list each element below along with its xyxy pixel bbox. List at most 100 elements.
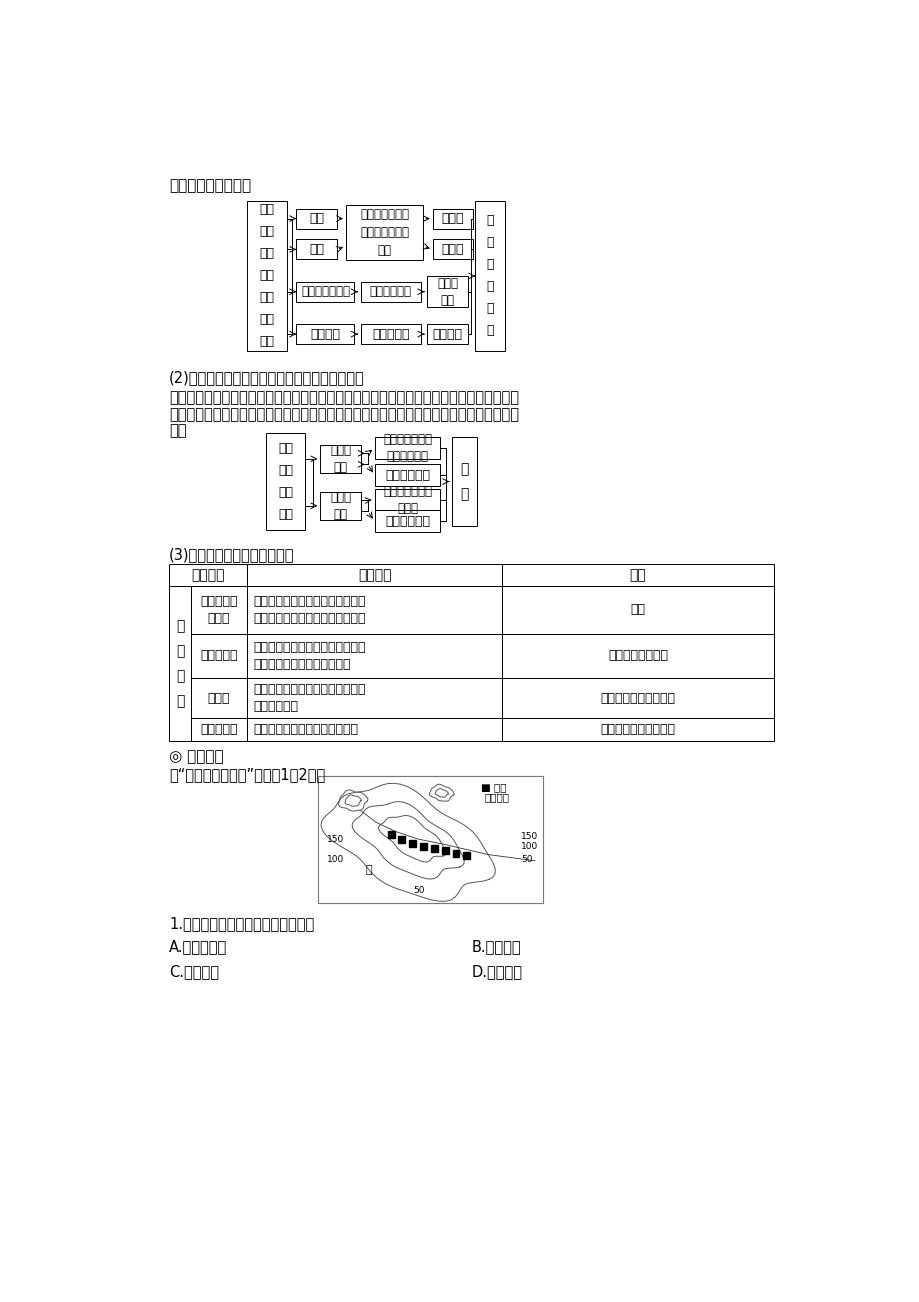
FancyBboxPatch shape bbox=[346, 204, 423, 260]
Text: 条带状
星状: 条带状 星状 bbox=[437, 277, 458, 307]
Text: 河口处: 河口处 bbox=[208, 691, 230, 704]
Text: 1.图示村落的空间形态属于（　　）: 1.图示村落的空间形态属于（ ） bbox=[169, 917, 314, 931]
FancyBboxPatch shape bbox=[426, 276, 467, 307]
Bar bbox=[409, 840, 415, 846]
Text: 动聚落空间形态的变化和发展，同时，某种交通线的衰落也会影响聚落空间形态的演变。如: 动聚落空间形态的变化和发展，同时，某种交通线的衰落也会影响聚落空间形态的演变。如 bbox=[169, 408, 518, 422]
Text: 甲: 甲 bbox=[365, 865, 371, 875]
Text: 宜宾、重庆、武汉: 宜宾、重庆、武汉 bbox=[607, 650, 667, 663]
FancyBboxPatch shape bbox=[502, 719, 773, 741]
Text: 150: 150 bbox=[520, 832, 538, 841]
FancyBboxPatch shape bbox=[320, 492, 360, 519]
FancyBboxPatch shape bbox=[374, 510, 440, 533]
FancyBboxPatch shape bbox=[246, 719, 502, 741]
Text: 聚
落: 聚 落 bbox=[460, 462, 468, 501]
Text: ◎ 跳踪训练: ◎ 跳踪训练 bbox=[169, 749, 223, 764]
Text: 城市地域形态沿
交通干线扩展: 城市地域形态沿 交通干线扩展 bbox=[382, 434, 432, 464]
Text: 过河点位置: 过河点位置 bbox=[200, 724, 237, 737]
FancyBboxPatch shape bbox=[374, 465, 440, 486]
FancyBboxPatch shape bbox=[191, 719, 246, 741]
FancyBboxPatch shape bbox=[191, 678, 246, 719]
Text: 上海、广州、加尔各答: 上海、广州、加尔各答 bbox=[600, 691, 675, 704]
FancyBboxPatch shape bbox=[296, 281, 354, 302]
Text: 100: 100 bbox=[327, 854, 345, 863]
Text: 沿海、沿河伸展
交会处呈集聚式
扩展: 沿海、沿河伸展 交会处呈集聚式 扩展 bbox=[360, 208, 409, 256]
Text: 城市区位: 城市区位 bbox=[191, 568, 224, 582]
FancyBboxPatch shape bbox=[246, 201, 287, 352]
Text: 150: 150 bbox=[327, 836, 345, 845]
FancyBboxPatch shape bbox=[432, 208, 472, 229]
Text: C.环状聚落: C.环状聚落 bbox=[169, 963, 219, 979]
FancyBboxPatch shape bbox=[246, 678, 502, 719]
Bar bbox=[419, 842, 426, 850]
Text: 举例: 举例 bbox=[630, 568, 646, 582]
Bar bbox=[430, 845, 437, 852]
Bar bbox=[388, 831, 395, 838]
Text: 水运: 水运 bbox=[309, 212, 323, 225]
Text: 城市空间形态基
本不变: 城市空间形态基 本不变 bbox=[382, 484, 432, 514]
FancyBboxPatch shape bbox=[374, 488, 440, 510]
Text: 单位：米: 单位：米 bbox=[484, 792, 509, 802]
FancyBboxPatch shape bbox=[296, 208, 336, 229]
Text: 水陆交通便利，人流、物流集中: 水陆交通便利，人流、物流集中 bbox=[253, 724, 357, 737]
Text: A.多边形聚落: A.多边形聚落 bbox=[169, 939, 227, 954]
Text: 水
河
设
城: 水 河 设 城 bbox=[176, 620, 184, 708]
FancyBboxPatch shape bbox=[451, 437, 476, 526]
Text: 河流上游水道太窄或有瀋布、急流
等水运障碍的地方，货物在此转运: 河流上游水道太窄或有瀋布、急流 等水运障碍的地方，货物在此转运 bbox=[253, 595, 365, 625]
FancyBboxPatch shape bbox=[169, 586, 191, 741]
Text: 交通线
发展: 交通线 发展 bbox=[330, 444, 351, 474]
FancyBboxPatch shape bbox=[246, 564, 502, 586]
Text: (3)河流运输功能与城市的分布: (3)河流运输功能与城市的分布 bbox=[169, 547, 294, 562]
Bar bbox=[398, 836, 404, 842]
Text: B.带状聚落: B.带状聚落 bbox=[471, 939, 520, 954]
FancyBboxPatch shape bbox=[502, 586, 773, 634]
FancyBboxPatch shape bbox=[318, 776, 542, 904]
FancyBboxPatch shape bbox=[246, 586, 502, 634]
Text: 轴。具体如下所示：: 轴。具体如下所示： bbox=[169, 178, 251, 193]
Text: 条带状: 条带状 bbox=[441, 212, 464, 225]
FancyBboxPatch shape bbox=[169, 564, 246, 586]
Text: 上可与河流相通，下可转向海外，
河海联运便利: 上可与河流相通，下可转向海外， 河海联运便利 bbox=[253, 684, 365, 713]
FancyBboxPatch shape bbox=[502, 564, 773, 586]
FancyBboxPatch shape bbox=[246, 634, 502, 678]
Bar bbox=[442, 848, 448, 854]
Text: 河运的起点
或终点: 河运的起点 或终点 bbox=[200, 595, 237, 625]
FancyBboxPatch shape bbox=[360, 324, 421, 344]
Text: 区位优势: 区位优势 bbox=[357, 568, 391, 582]
FancyBboxPatch shape bbox=[191, 586, 246, 634]
Text: 发展速度缓慢: 发展速度缓慢 bbox=[385, 514, 429, 527]
FancyBboxPatch shape bbox=[360, 281, 421, 302]
FancyBboxPatch shape bbox=[191, 634, 246, 678]
Text: 交通
运输
方式
和布
局的
发展
变化: 交通 运输 方式 和布 局的 发展 变化 bbox=[259, 203, 274, 349]
Text: 赣州: 赣州 bbox=[630, 603, 645, 616]
Text: 50: 50 bbox=[520, 854, 532, 863]
Text: 50: 50 bbox=[413, 885, 425, 894]
Text: 形态多样: 形态多样 bbox=[432, 328, 462, 341]
FancyBboxPatch shape bbox=[296, 240, 336, 259]
Text: 鐵路、公路为主: 鐵路、公路为主 bbox=[301, 285, 349, 298]
Text: 一个地区主要交通线发生变化，会引起该地区聚落空间形态的变化。新的交通方式发展会带: 一个地区主要交通线发生变化，会引起该地区聚落空间形态的变化。新的交通方式发展会带 bbox=[169, 391, 518, 405]
Text: 河流汇合处: 河流汇合处 bbox=[200, 650, 237, 663]
Text: 沿交通轴发展: 沿交通轴发展 bbox=[369, 285, 412, 298]
Text: 发展速度加快: 发展速度加快 bbox=[385, 469, 429, 482]
Text: ■ 村落: ■ 村落 bbox=[481, 783, 505, 793]
Text: 具有三个方向上的水运优势，有大
量人流、物流在此集散、中转: 具有三个方向上的水运优势，有大 量人流、物流在此集散、中转 bbox=[253, 641, 365, 671]
FancyBboxPatch shape bbox=[266, 434, 304, 530]
Text: 聚
落
形
态
变
化: 聚 落 形 态 变 化 bbox=[486, 215, 494, 337]
Text: D.团状聚落: D.团状聚落 bbox=[471, 963, 522, 979]
FancyBboxPatch shape bbox=[432, 240, 472, 259]
Text: 图：: 图： bbox=[169, 423, 187, 437]
Text: 交通线
衰落: 交通线 衰落 bbox=[330, 491, 351, 521]
Text: 伦敢、布达佩斯、金边: 伦敢、布达佩斯、金边 bbox=[600, 724, 675, 737]
FancyBboxPatch shape bbox=[502, 678, 773, 719]
Text: 读“村落分布示意图”，回答1～2题。: 读“村落分布示意图”，回答1～2题。 bbox=[169, 768, 325, 783]
Bar bbox=[463, 852, 470, 859]
FancyBboxPatch shape bbox=[374, 437, 440, 458]
FancyBboxPatch shape bbox=[320, 445, 360, 473]
Bar bbox=[452, 850, 459, 857]
FancyBboxPatch shape bbox=[426, 324, 467, 344]
FancyBboxPatch shape bbox=[502, 634, 773, 678]
Text: (2)主要交通线发生变化引起聚落空间形态的变化: (2)主要交通线发生变化引起聚落空间形态的变化 bbox=[169, 370, 365, 385]
Text: 团块状: 团块状 bbox=[441, 243, 464, 256]
Text: 综合运输: 综合运输 bbox=[310, 328, 340, 341]
Text: 交通
运输
布局
变化: 交通 运输 布局 变化 bbox=[278, 443, 292, 521]
